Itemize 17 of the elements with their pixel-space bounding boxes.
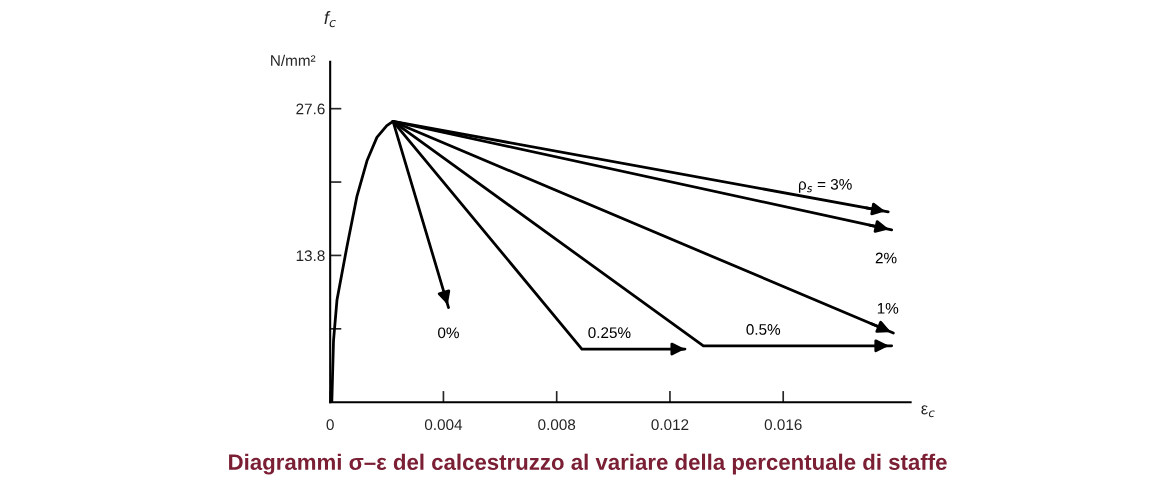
x-tick-label: 0.004 <box>424 419 463 431</box>
series-label: 1% <box>877 303 899 314</box>
y-tick-label: 27.6 <box>296 103 325 115</box>
text: Diagrammi σ–ε del calcestruzzo al variare della percentuale di staffe <box>229 453 947 475</box>
y-axis-title: f$_{c}$ <box>324 10 336 28</box>
x-tick-label: 0 <box>326 419 334 431</box>
x-tick-label: 0.008 <box>538 419 576 431</box>
text: N/mm² <box>271 54 316 66</box>
series-label: ρ$_{s}$ = 3% <box>798 178 852 193</box>
x-tick-label: 0.016 <box>764 419 802 431</box>
series-label: 0% <box>438 327 459 339</box>
series-label: 2% <box>875 252 897 264</box>
x-axis-title: ε$_{c}$ <box>921 405 935 418</box>
series-label: 0.25% <box>588 327 631 339</box>
x-tick-label: 0.012 <box>651 419 689 431</box>
series-label: 0.5% <box>746 324 781 335</box>
y-tick-label: 13.8 <box>296 250 325 262</box>
